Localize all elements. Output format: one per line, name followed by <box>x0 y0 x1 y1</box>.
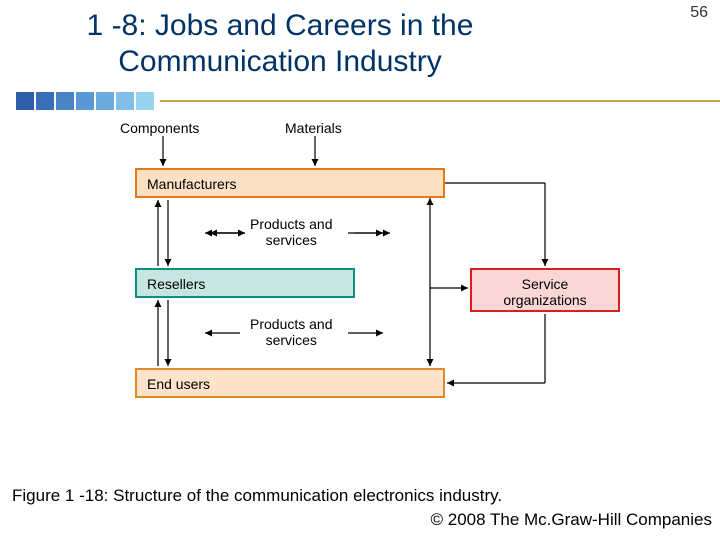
decor-rule <box>160 100 720 102</box>
ps2-line1: Products and <box>250 316 333 332</box>
box-resellers-text: Resellers <box>147 276 205 292</box>
label-products-services-2: Products and services <box>250 316 333 348</box>
box-end-users-text: End users <box>147 376 210 392</box>
box-end-users: End users <box>135 368 445 398</box>
decor-square <box>56 92 74 110</box>
box-resellers: Resellers <box>135 268 355 298</box>
box-service-text-2: organizations <box>503 292 586 308</box>
decor-square <box>36 92 54 110</box>
label-materials: Materials <box>285 120 342 136</box>
label-components: Components <box>120 120 199 136</box>
figure-caption: Figure 1 -18: Structure of the communica… <box>12 486 502 506</box>
decor-square <box>96 92 114 110</box>
ps1-line2: services <box>266 232 317 248</box>
ps1-line1: Products and <box>250 216 333 232</box>
decor-square <box>76 92 94 110</box>
label-products-services-1: Products and services <box>250 216 333 248</box>
box-manufacturers-text: Manufacturers <box>147 176 236 192</box>
slide-title: 1 -8: Jobs and Careers in the Communicat… <box>0 8 560 80</box>
page-number: 56 <box>690 4 708 22</box>
title-line-2: Communication Industry <box>118 45 441 78</box>
decor-square <box>136 92 154 110</box>
title-line-1: 1 -8: Jobs and Careers in the <box>87 9 474 42</box>
ps2-line2: services <box>266 332 317 348</box>
decor-squares <box>16 92 156 110</box>
box-service-text-1: Service <box>522 276 569 292</box>
box-service-organizations: Service organizations <box>470 268 620 312</box>
decor-square <box>116 92 134 110</box>
decor-square <box>16 92 34 110</box>
box-manufacturers: Manufacturers <box>135 168 445 198</box>
copyright-text: © 2008 The Mc.Graw-Hill Companies <box>431 510 712 530</box>
flow-diagram: Components Materials Manufacturers Resel… <box>90 120 650 470</box>
